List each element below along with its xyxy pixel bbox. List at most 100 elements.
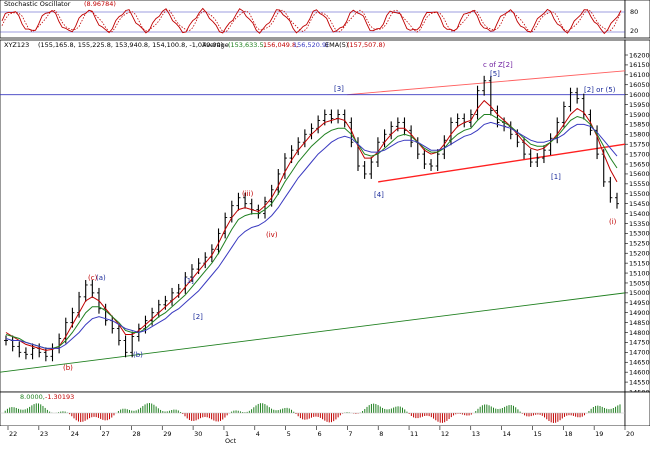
wave-label-b-blue: (b) — [133, 351, 143, 359]
x-tick-label: 18 — [564, 430, 572, 438]
price-header-symbol: XYZ123 — [4, 41, 29, 49]
wave-label-1-left: [1] — [184, 277, 194, 285]
y-tick-label: 16000 — [629, 91, 650, 99]
trendlines — [0, 70, 626, 373]
y-axis: 16200 16150 16100 16050 16000 15950 15900 15850… — [625, 51, 650, 396]
momentum-histogram — [0, 403, 625, 423]
y-tick-label: 16150 — [629, 61, 650, 69]
wave-label-3: [3] — [334, 85, 344, 93]
wave-label-i: (i) — [609, 218, 617, 226]
momentum-axis-panel — [624, 391, 650, 427]
stochastic-upper-label: 80 — [630, 8, 638, 16]
y-tick-label: 14650 — [629, 359, 650, 367]
price-header-ma4: EMA(5) — [325, 41, 348, 49]
moving-average-line — [5, 121, 618, 349]
wave-labels: c of Z[2] [5] [3] [2] or (5) [4] [1] (i)… — [63, 61, 617, 372]
y-tick-label: 16050 — [629, 81, 650, 89]
stochastic-axis-panel — [624, 0, 650, 39]
stochastic-value: (8.96784) — [84, 0, 116, 8]
x-tick-label: 15 — [533, 430, 541, 438]
y-tick-label: 15800 — [629, 131, 650, 139]
y-tick-label: 15550 — [629, 180, 650, 188]
wave-label-2-or-5: [2] or (5) — [584, 86, 616, 94]
x-tick-label: 27 — [102, 430, 110, 438]
price-header-ma2-val: 156,049.8, — [263, 41, 298, 49]
trendline — [347, 70, 626, 96]
y-tick-label: 15500 — [629, 190, 650, 198]
y-tick-label: 14700 — [629, 349, 650, 357]
wave-label-iii: (iii) — [242, 190, 254, 198]
y-tick-label: 15600 — [629, 170, 650, 178]
y-tick-label: 15100 — [629, 269, 650, 277]
x-tick-month: Oct — [225, 437, 237, 445]
wave-label-b-red: (b) — [63, 364, 73, 372]
y-tick-label: 15750 — [629, 141, 650, 149]
price-panel — [0, 39, 626, 393]
x-tick-label: 11 — [410, 430, 418, 438]
y-tick-label: 15200 — [629, 250, 650, 258]
moving-averages — [5, 99, 618, 351]
wave-label-1-right: [1] — [551, 173, 561, 181]
y-tick-label: 15700 — [629, 150, 650, 158]
y-tick-label: 15650 — [629, 160, 650, 168]
x-tick-label: 8 — [379, 430, 383, 438]
wave-label-5: [5] — [490, 70, 500, 78]
x-tick-label: 4 — [256, 430, 260, 438]
x-tick-label: 12 — [441, 430, 449, 438]
price-header-ma1: Average — [202, 41, 229, 49]
x-tick-label: 24 — [71, 430, 79, 438]
x-tick-label: 19 — [595, 430, 603, 438]
y-tick-label: 15350 — [629, 220, 650, 228]
y-tick-label: 14950 — [629, 299, 650, 307]
price-header-ma1-val: (153,633.5, — [228, 41, 266, 49]
stochastic-lines — [1, 7, 622, 35]
wave-label-iv: (iv) — [266, 231, 278, 239]
price-header-ohlc: (155,165.8, 155,225.8, 153,940.8, 154,10… — [38, 41, 223, 49]
trendline — [378, 143, 626, 183]
stochastic-k-line — [1, 7, 622, 35]
y-tick-label: 14850 — [629, 319, 650, 327]
price-header-ma4-val: (157,507.8) — [347, 41, 385, 49]
momentum-panel — [0, 391, 626, 427]
x-tick-label: 1 — [225, 430, 229, 438]
y-tick-label: 15900 — [629, 111, 650, 119]
price-header-ma3-val: 156,520.9) — [293, 41, 329, 49]
x-tick-label: 30 — [194, 430, 202, 438]
wave-label-c: (c) — [88, 274, 98, 282]
x-tick-label: 5 — [287, 430, 291, 438]
price-axis-panel — [624, 39, 650, 393]
y-tick-label: 15250 — [629, 240, 650, 248]
y-tick-label: 15950 — [629, 101, 650, 109]
y-tick-label: 15300 — [629, 230, 650, 238]
y-tick-label: 15400 — [629, 210, 650, 218]
price-header: XYZ123 (155,165.8, 155,225.8, 153,940.8,… — [4, 41, 385, 49]
wave-label-4: [4] — [374, 191, 384, 199]
x-axis-panel — [0, 426, 650, 445]
x-tick-label: 6 — [318, 430, 322, 438]
momentum-value-b: -1.30193 — [45, 393, 74, 401]
x-tick-label: 20 — [626, 430, 634, 438]
y-tick-label: 15000 — [629, 289, 650, 297]
y-tick-label: 15850 — [629, 121, 650, 129]
x-tick-label: 7 — [348, 430, 352, 438]
x-tick-label: 13 — [472, 430, 480, 438]
y-tick-label: 16200 — [629, 51, 650, 59]
trendline — [0, 292, 626, 373]
stochastic-lower-label: 20 — [630, 27, 638, 35]
moving-average-line — [5, 114, 618, 349]
wave-label-2: [2] — [193, 313, 203, 321]
x-tick-label: 29 — [163, 430, 171, 438]
y-tick-label: 15150 — [629, 259, 650, 267]
stochastic-label: Stochastic Oscillator — [4, 0, 71, 8]
y-tick-label: 14600 — [629, 368, 650, 376]
y-tick-label: 14900 — [629, 309, 650, 317]
wave-label-c-of-z2: c of Z[2] — [483, 61, 513, 69]
stochastic-d-line — [1, 9, 622, 33]
x-tick-label: 14 — [503, 430, 511, 438]
price-bars — [4, 75, 619, 362]
moving-average-line — [5, 99, 618, 351]
wave-label-a: (a) — [96, 274, 106, 282]
x-tick-label: 23 — [40, 430, 48, 438]
